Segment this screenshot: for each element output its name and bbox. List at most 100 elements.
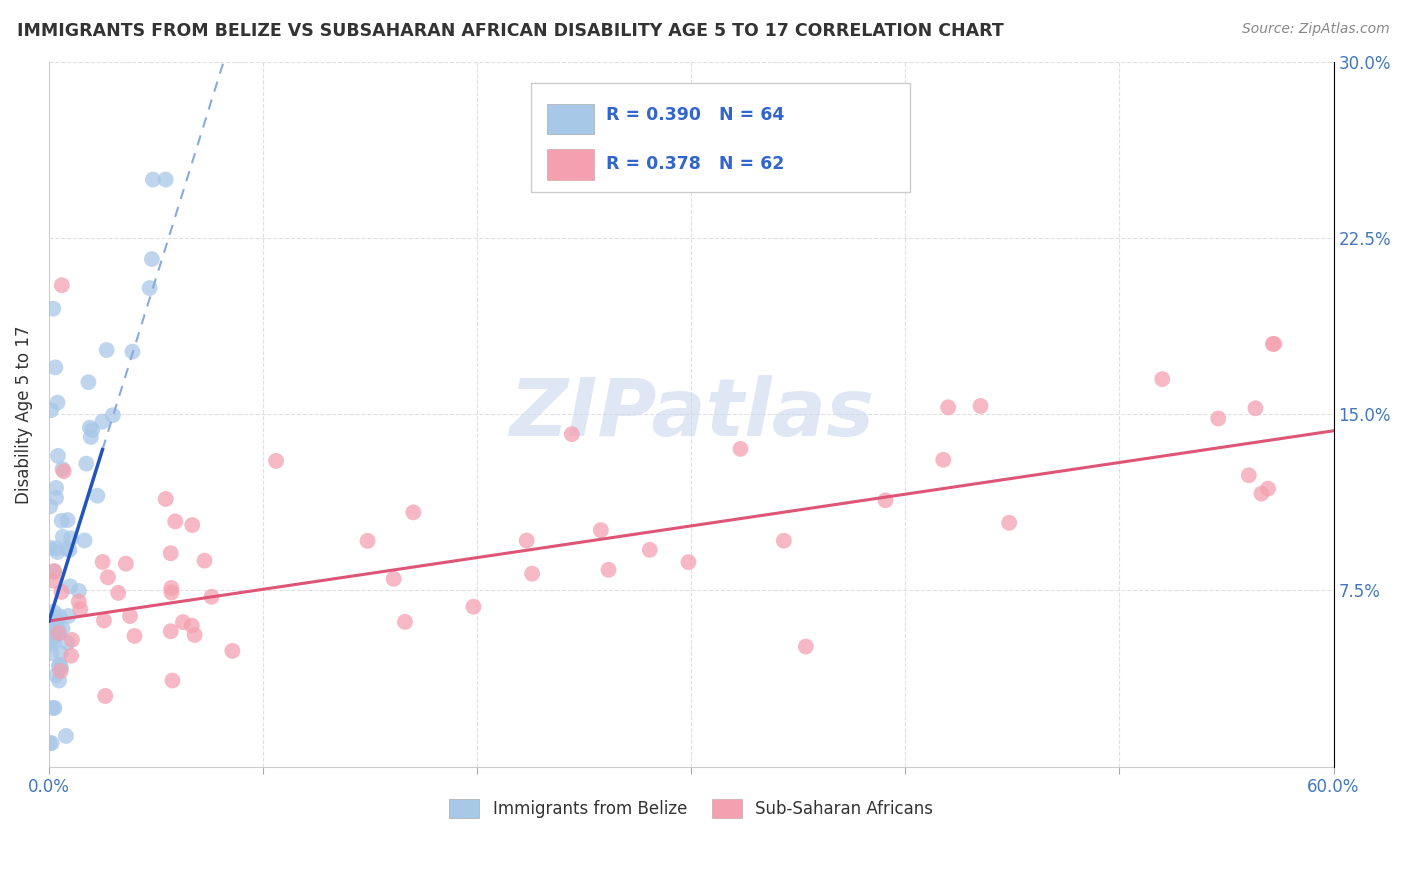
Point <box>75 457 97 471</box>
Point <box>1237 468 1260 483</box>
Point <box>94 689 117 703</box>
Point <box>49 657 72 672</box>
Point <box>159 624 181 639</box>
Point <box>51 278 73 293</box>
Point <box>159 546 181 560</box>
Point <box>46 545 69 559</box>
Point <box>49 646 72 660</box>
Point <box>193 554 215 568</box>
Point <box>51 621 73 635</box>
Point <box>52 530 75 544</box>
Point <box>155 172 177 186</box>
Point <box>91 555 114 569</box>
Point <box>638 542 661 557</box>
Point <box>51 514 73 528</box>
Point <box>160 585 183 599</box>
Point <box>44 564 66 578</box>
Point <box>118 609 141 624</box>
Point <box>42 616 65 631</box>
Point <box>38 736 60 750</box>
Point <box>56 513 79 527</box>
Point <box>44 701 66 715</box>
Point <box>52 464 75 478</box>
Point <box>589 523 612 537</box>
Point <box>463 599 485 614</box>
Point <box>51 462 73 476</box>
Point <box>121 344 143 359</box>
Point <box>60 648 83 663</box>
Text: IMMIGRANTS FROM BELIZE VS SUBSAHARAN AFRICAN DISABILITY AGE 5 TO 17 CORRELATION : IMMIGRANTS FROM BELIZE VS SUBSAHARAN AFR… <box>17 22 1004 40</box>
Point <box>45 491 67 505</box>
Text: Source: ZipAtlas.com: Source: ZipAtlas.com <box>1241 22 1389 37</box>
Point <box>59 579 82 593</box>
Point <box>38 638 60 652</box>
Point <box>46 395 69 409</box>
Point <box>1257 482 1279 496</box>
Point <box>969 399 991 413</box>
Point <box>42 574 65 588</box>
Point <box>56 636 79 650</box>
Point <box>1244 401 1267 416</box>
Legend: Immigrants from Belize, Sub-Saharan Africans: Immigrants from Belize, Sub-Saharan Afri… <box>443 793 941 825</box>
Point <box>138 281 160 295</box>
Point <box>39 403 62 417</box>
Point <box>160 581 183 595</box>
Point <box>162 673 184 688</box>
Point <box>124 629 146 643</box>
Point <box>48 658 70 673</box>
Point <box>678 555 700 569</box>
Point <box>41 736 63 750</box>
Point <box>56 541 79 556</box>
Point <box>142 172 165 186</box>
Point <box>107 586 129 600</box>
Point <box>48 673 70 688</box>
Point <box>41 646 63 660</box>
Point <box>180 618 202 632</box>
Point <box>1261 337 1284 351</box>
Point <box>200 590 222 604</box>
Point <box>936 401 959 415</box>
Text: R = 0.390   N = 64: R = 0.390 N = 64 <box>606 106 785 124</box>
Point <box>141 252 163 266</box>
Point <box>561 427 583 442</box>
Point <box>264 454 287 468</box>
Point <box>356 533 378 548</box>
Point <box>97 570 120 584</box>
Point <box>394 615 416 629</box>
Point <box>96 343 118 357</box>
Point <box>58 543 80 558</box>
Point <box>45 668 67 682</box>
Text: R = 0.378   N = 62: R = 0.378 N = 62 <box>606 155 785 173</box>
Point <box>402 505 425 519</box>
Point <box>1208 411 1230 425</box>
Y-axis label: Disability Age 5 to 17: Disability Age 5 to 17 <box>15 325 32 504</box>
Point <box>48 609 70 624</box>
Point <box>42 605 65 619</box>
Text: ZIPatlas: ZIPatlas <box>509 376 873 453</box>
Point <box>382 572 405 586</box>
Point <box>58 609 80 624</box>
Point <box>51 585 73 599</box>
Point <box>101 408 124 422</box>
Point <box>45 481 67 495</box>
Point <box>48 626 70 640</box>
Point <box>67 584 90 599</box>
FancyBboxPatch shape <box>530 83 910 193</box>
Point <box>1263 337 1285 351</box>
Point <box>44 631 66 645</box>
Point <box>60 632 83 647</box>
Point <box>730 442 752 456</box>
Point <box>80 430 103 444</box>
Point <box>38 541 60 555</box>
Point <box>46 623 69 637</box>
Point <box>91 415 114 429</box>
Point <box>520 566 543 581</box>
Point <box>772 533 794 548</box>
Point <box>39 612 62 626</box>
Point <box>79 420 101 434</box>
Point <box>86 489 108 503</box>
Point <box>1250 486 1272 500</box>
Point <box>38 630 60 644</box>
Point <box>48 626 70 640</box>
Point <box>42 565 65 579</box>
